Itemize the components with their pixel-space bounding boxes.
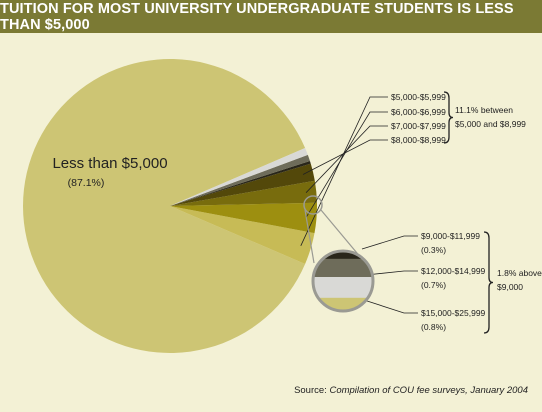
group-label-upper-0: 1.8% above <box>497 268 542 278</box>
zoom-connector-left <box>304 209 315 264</box>
zoom-source-ring <box>303 195 323 215</box>
leader-line-8-000-8-999 <box>302 139 388 175</box>
slice-label-6-000-6-999: $6,000-$6,999 <box>391 107 446 117</box>
leader-line-7-000-7-999 <box>305 125 388 193</box>
leader-line-5-000-5-999 <box>300 96 388 246</box>
pie-slice-9-000-11-999 <box>170 161 311 206</box>
slice-value-9-000-11-999: (0.3%) <box>421 245 446 255</box>
slice-labels: $5,000-$5,999 $6,000-$6,999 $7,000-$7,999 $… <box>52 92 485 332</box>
pie-slice-8-000-8-999 <box>170 163 315 206</box>
main-pie <box>23 58 317 353</box>
slice-label-8-000-8-999: $8,000-$8,999 <box>391 135 446 145</box>
slice-label-12-000-14-999: $12,000-$14,999 <box>421 266 486 276</box>
zoom-slice-9-000-11-999 <box>313 251 373 260</box>
slice-label-5-000-5-999: $5,000-$5,999 <box>391 92 446 102</box>
zoom-inset-ring <box>311 249 375 313</box>
slice-value-12-000-14-999: (0.7%) <box>421 280 446 290</box>
leader-line-6-000-6-999 <box>305 111 388 218</box>
source-prefix: Source: <box>294 385 330 396</box>
zoom-inset <box>303 195 375 313</box>
slice-label-7-000-7-999: $7,000-$7,999 <box>391 121 446 131</box>
source-text: Compilation of COU fee surveys, January … <box>329 385 528 396</box>
pie-slice-5-000-5-999 <box>170 206 315 264</box>
slice-label-15-000-25-999: $15,000-$25,999 <box>421 308 486 318</box>
zoom-slice-12-000-14-999 <box>313 258 373 278</box>
source-note: Source: Compilation of COU fee surveys, … <box>294 385 528 396</box>
group-label-middle-0: 11.1% between <box>455 105 513 115</box>
group-brackets: 11.1% between $5,000 and $8,999 1.8% above… <box>443 91 542 334</box>
leader-line-12-000-14-999 <box>365 270 418 276</box>
slice-label-9-000-11-999: $9,000-$11,999 <box>421 231 480 241</box>
bracket-upper-group <box>483 231 494 334</box>
slice-label-less-than-5000: Less than $5,000 <box>52 155 167 172</box>
slice-value-less-than-5000: (87.1%) <box>68 177 105 189</box>
pie-slice-12-000-14-999 <box>170 154 310 206</box>
pie-slice-less-than-5-000 <box>23 58 306 353</box>
pie-slice-6-000-6-999 <box>170 202 317 234</box>
bracket-middle-group <box>443 91 454 144</box>
slice-value-15-000-25-999: (0.8%) <box>421 322 446 332</box>
zoom-slice-15-000-25-999 <box>313 277 373 299</box>
pie-slice-15-000-25-999 <box>170 148 308 206</box>
leader-line-15-000-25-999 <box>363 299 418 314</box>
leader-line-9-000-11-999 <box>361 235 418 250</box>
group-label-upper-1: $9,000 <box>497 282 523 292</box>
group-label-middle-1: $5,000 and $8,999 <box>455 119 526 129</box>
pie-slice-7-000-7-999 <box>170 180 317 206</box>
chart-title: TUITION FOR MOST UNIVERSITY UNDERGRADUAT… <box>0 0 542 33</box>
